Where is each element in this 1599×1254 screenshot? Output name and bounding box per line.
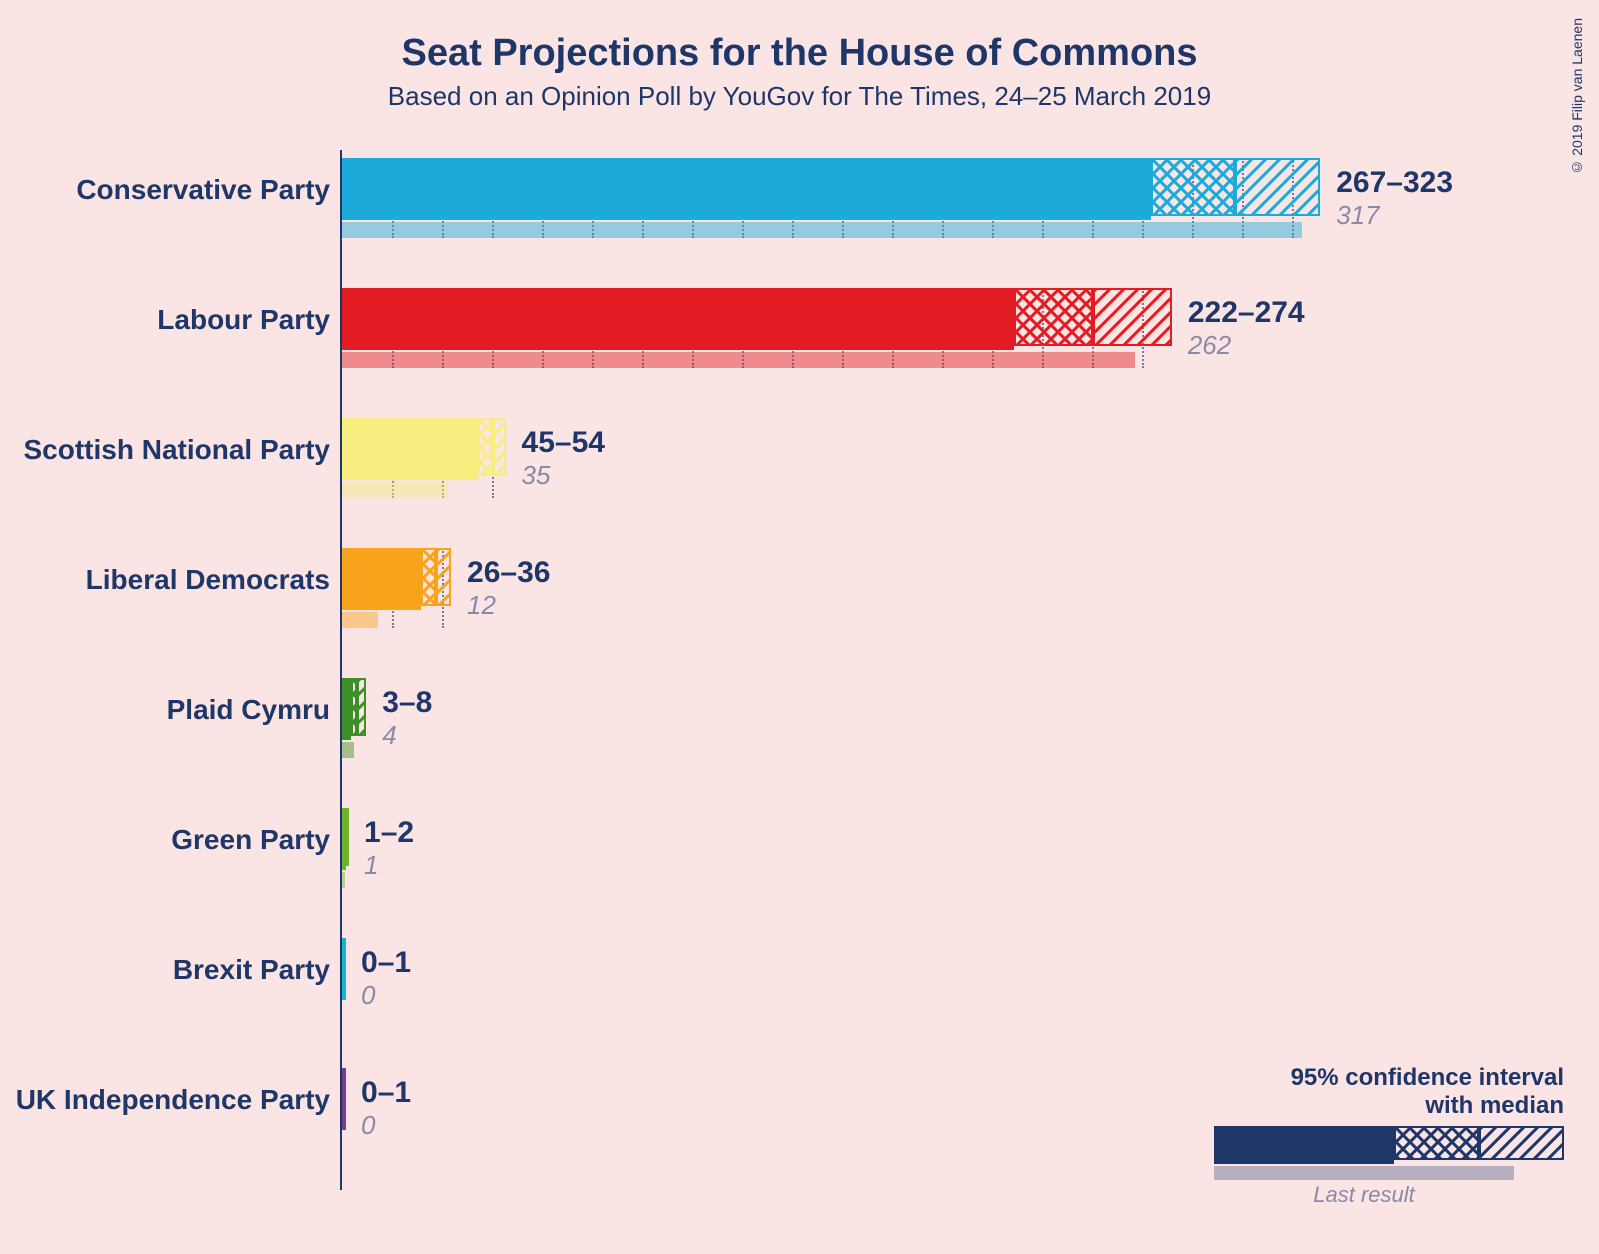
party-label: UK Independence Party bbox=[10, 1084, 330, 1116]
party-row: Brexit Party 0–10 bbox=[0, 930, 1599, 1040]
party-label: Brexit Party bbox=[10, 954, 330, 986]
party-label: Liberal Democrats bbox=[10, 564, 330, 596]
value-last-label: 262 bbox=[1188, 330, 1231, 361]
bar-hatch bbox=[342, 938, 346, 996]
value-last-label: 1 bbox=[364, 850, 378, 881]
bar-hatch bbox=[345, 808, 349, 866]
legend-cross-swatch bbox=[1394, 1126, 1479, 1160]
legend-last-swatch bbox=[1214, 1166, 1514, 1180]
bar-crosshatch bbox=[1014, 288, 1093, 346]
bar-last-result bbox=[342, 222, 1302, 238]
chart-title: Seat Projections for the House of Common… bbox=[0, 0, 1599, 75]
value-range-label: 222–274 bbox=[1188, 296, 1305, 330]
party-label: Conservative Party bbox=[10, 174, 330, 206]
bar-hatch bbox=[493, 418, 505, 476]
bar-last-result bbox=[342, 872, 345, 888]
bar-hatch bbox=[1093, 288, 1172, 346]
value-range-label: 1–2 bbox=[364, 816, 414, 850]
value-range-label: 45–54 bbox=[522, 426, 605, 460]
bar-hatch bbox=[1235, 158, 1320, 216]
value-range-label: 3–8 bbox=[382, 686, 432, 720]
bar-solid bbox=[342, 158, 1151, 220]
chart-area: Conservative Party 267–323317 Labour Party… bbox=[0, 150, 1599, 1190]
value-last-label: 4 bbox=[382, 720, 396, 751]
bar-crosshatch bbox=[478, 418, 493, 476]
value-last-label: 12 bbox=[467, 590, 496, 621]
value-last-label: 0 bbox=[361, 980, 375, 1011]
party-row: Green Party 1–21 bbox=[0, 800, 1599, 910]
party-row: Liberal Democrats 26–3612 bbox=[0, 540, 1599, 650]
value-last-label: 35 bbox=[522, 460, 551, 491]
legend-last-label: Last result bbox=[1214, 1182, 1514, 1208]
party-row: Conservative Party 267–323317 bbox=[0, 150, 1599, 260]
legend-swatch: Last result bbox=[1214, 1126, 1564, 1184]
party-row: Labour Party 222–274262 bbox=[0, 280, 1599, 390]
party-row: Plaid Cymru 3–84 bbox=[0, 670, 1599, 780]
bar-last-result bbox=[342, 482, 448, 498]
legend-solid-swatch bbox=[1214, 1126, 1394, 1164]
party-label: Labour Party bbox=[10, 304, 330, 336]
value-range-label: 0–1 bbox=[361, 1076, 411, 1110]
bar-crosshatch bbox=[1151, 158, 1236, 216]
value-last-label: 317 bbox=[1336, 200, 1379, 231]
bar-hatch bbox=[436, 548, 451, 606]
bar-solid bbox=[342, 288, 1014, 350]
chart-subtitle: Based on an Opinion Poll by YouGov for T… bbox=[0, 75, 1599, 112]
party-label: Plaid Cymru bbox=[10, 694, 330, 726]
legend-line-1: 95% confidence interval bbox=[1214, 1064, 1564, 1092]
legend-hatch-swatch bbox=[1479, 1126, 1564, 1160]
legend: 95% confidence interval with median Last… bbox=[1214, 1064, 1564, 1184]
party-row: Scottish National Party 45–5435 bbox=[0, 410, 1599, 520]
bar-last-result bbox=[342, 742, 354, 758]
legend-line-2: with median bbox=[1214, 1092, 1564, 1120]
bar-last-result bbox=[342, 352, 1135, 368]
value-last-label: 0 bbox=[361, 1110, 375, 1141]
bar-solid bbox=[342, 418, 478, 480]
bar-crosshatch bbox=[421, 548, 436, 606]
bar-solid bbox=[342, 548, 421, 610]
party-label: Green Party bbox=[10, 824, 330, 856]
bar-solid bbox=[342, 678, 351, 740]
party-label: Scottish National Party bbox=[10, 434, 330, 466]
value-range-label: 0–1 bbox=[361, 946, 411, 980]
bar-hatch bbox=[342, 1068, 346, 1126]
value-range-label: 267–323 bbox=[1336, 166, 1453, 200]
bar-last-result bbox=[342, 612, 378, 628]
value-range-label: 26–36 bbox=[467, 556, 550, 590]
bar-hatch bbox=[357, 678, 366, 736]
